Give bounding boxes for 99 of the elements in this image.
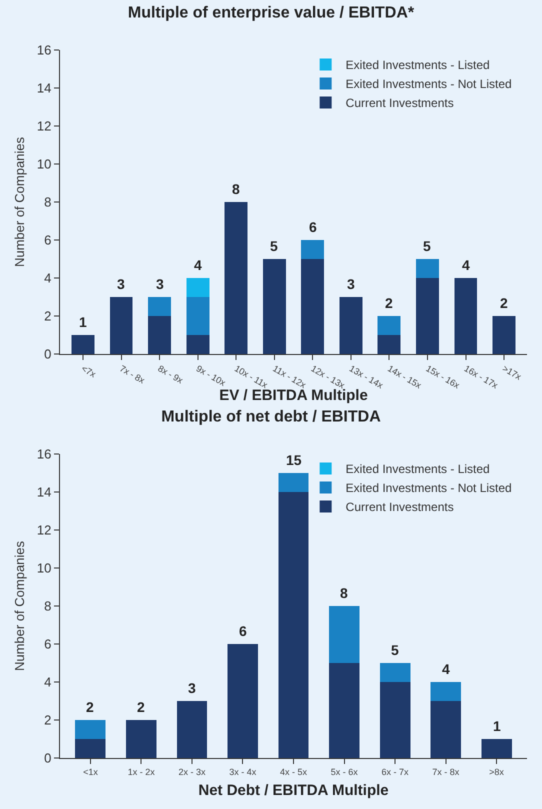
bar [430, 682, 462, 701]
bar [148, 316, 172, 354]
x-tick-label: 16x - 17x [462, 363, 500, 391]
bar [186, 297, 210, 335]
y-tick-label: 0 [44, 750, 52, 766]
total-label: 2 [500, 295, 508, 311]
y-tick-label: 0 [44, 346, 52, 362]
x-tick-label: <7x [80, 363, 98, 380]
x-tick-label: 8x - 9x [156, 363, 186, 386]
x-tick-label: 1x - 2x [128, 766, 156, 777]
x-tick-label: 15x - 16x [424, 363, 462, 391]
bar [186, 278, 210, 297]
total-label: 4 [462, 257, 470, 273]
legend-label: Exited Investments - Not Listed [346, 77, 512, 92]
y-tick-label: 16 [36, 42, 52, 58]
bar [329, 606, 360, 663]
y-tick-label: 14 [36, 484, 52, 500]
x-tick-label: 6x - 7x [382, 766, 410, 777]
x-tick-label: 5x - 6x [330, 766, 358, 777]
bar [176, 701, 208, 758]
chart-title: Multiple of net debt / EBITDA [161, 408, 382, 426]
y-tick-label: 16 [36, 446, 52, 462]
bar [416, 259, 439, 278]
total-label: 4 [442, 661, 450, 677]
total-label: 5 [270, 238, 278, 254]
x-tick-label: 7x - 8x [432, 766, 460, 777]
total-label: 2 [385, 295, 393, 311]
legend-label: Current Investments [346, 96, 454, 110]
legend-label: Exited Investments - Not Listed [346, 481, 512, 496]
x-tick-label: 9x - 10x [194, 363, 228, 388]
bar [186, 335, 210, 354]
total-label: 8 [232, 181, 240, 197]
total-label: 5 [391, 642, 399, 658]
bar [339, 297, 362, 354]
legend-label: Current Investments [346, 500, 454, 514]
bar [378, 316, 401, 335]
legend-label: Exited Investments - Listed [346, 462, 490, 476]
y-tick-label: 8 [44, 194, 52, 210]
x-tick-label: 7x - 8x [118, 363, 147, 386]
y-tick-label: 2 [44, 308, 52, 324]
bar [148, 297, 172, 316]
total-label: 4 [194, 257, 202, 273]
bar [301, 259, 324, 354]
bar [380, 682, 410, 758]
y-tick-label: 10 [36, 560, 52, 576]
y-tick-label: 4 [44, 674, 52, 690]
total-label: 1 [493, 718, 501, 734]
total-label: 2 [137, 699, 145, 715]
bar [301, 240, 324, 259]
bar [454, 278, 478, 354]
x-tick-label: <1x [83, 766, 98, 777]
total-label: 6 [239, 623, 247, 639]
y-tick-label: 8 [44, 598, 52, 614]
y-axis-title: Number of Companies [12, 540, 27, 672]
y-tick-label: 12 [36, 118, 52, 134]
total-label: 5 [423, 238, 431, 254]
bar [278, 492, 309, 758]
x-tick-label: 3x - 4x [229, 766, 257, 777]
x-tick-label: 14x - 15x [386, 363, 424, 391]
bar [481, 739, 512, 758]
y-tick-label: 10 [36, 156, 52, 172]
x-tick-label: >8x [489, 766, 504, 777]
bar [126, 720, 156, 758]
bar [71, 335, 94, 354]
total-label: 15 [286, 452, 302, 468]
bar [224, 202, 248, 354]
total-label: 1 [79, 314, 87, 330]
total-label: 3 [156, 276, 164, 292]
y-tick-label: 6 [44, 232, 52, 248]
total-label: 3 [347, 276, 355, 292]
total-label: 8 [340, 585, 348, 601]
total-label: 2 [86, 699, 94, 715]
chart-title: Multiple of enterprise value / EBITDA* [128, 4, 415, 22]
y-tick-label: 14 [36, 80, 52, 96]
legend-label: Exited Investments - Listed [346, 58, 490, 72]
bar [75, 739, 106, 758]
bar [416, 278, 439, 354]
total-label: 3 [188, 680, 196, 696]
bar [430, 701, 462, 758]
y-tick-label: 4 [44, 270, 52, 286]
bar [110, 297, 133, 354]
x-tick-label: >17x [500, 363, 524, 382]
total-label: 3 [117, 276, 125, 292]
bar [228, 644, 258, 758]
bar [75, 720, 106, 739]
bar [492, 316, 516, 354]
bar [262, 259, 286, 354]
total-label: 6 [309, 219, 317, 235]
bar [278, 473, 309, 492]
y-axis-title: Number of Companies [12, 136, 27, 268]
y-tick-label: 6 [44, 636, 52, 652]
x-axis-title: Net Debt / EBITDA Multiple [198, 782, 389, 799]
y-tick-label: 12 [36, 522, 52, 538]
bar [380, 663, 410, 682]
y-tick-label: 2 [44, 712, 52, 728]
bar [329, 663, 360, 758]
x-tick-label: 4x - 5x [280, 766, 308, 777]
bar [378, 335, 401, 354]
x-tick-label: 2x - 3x [178, 766, 206, 777]
